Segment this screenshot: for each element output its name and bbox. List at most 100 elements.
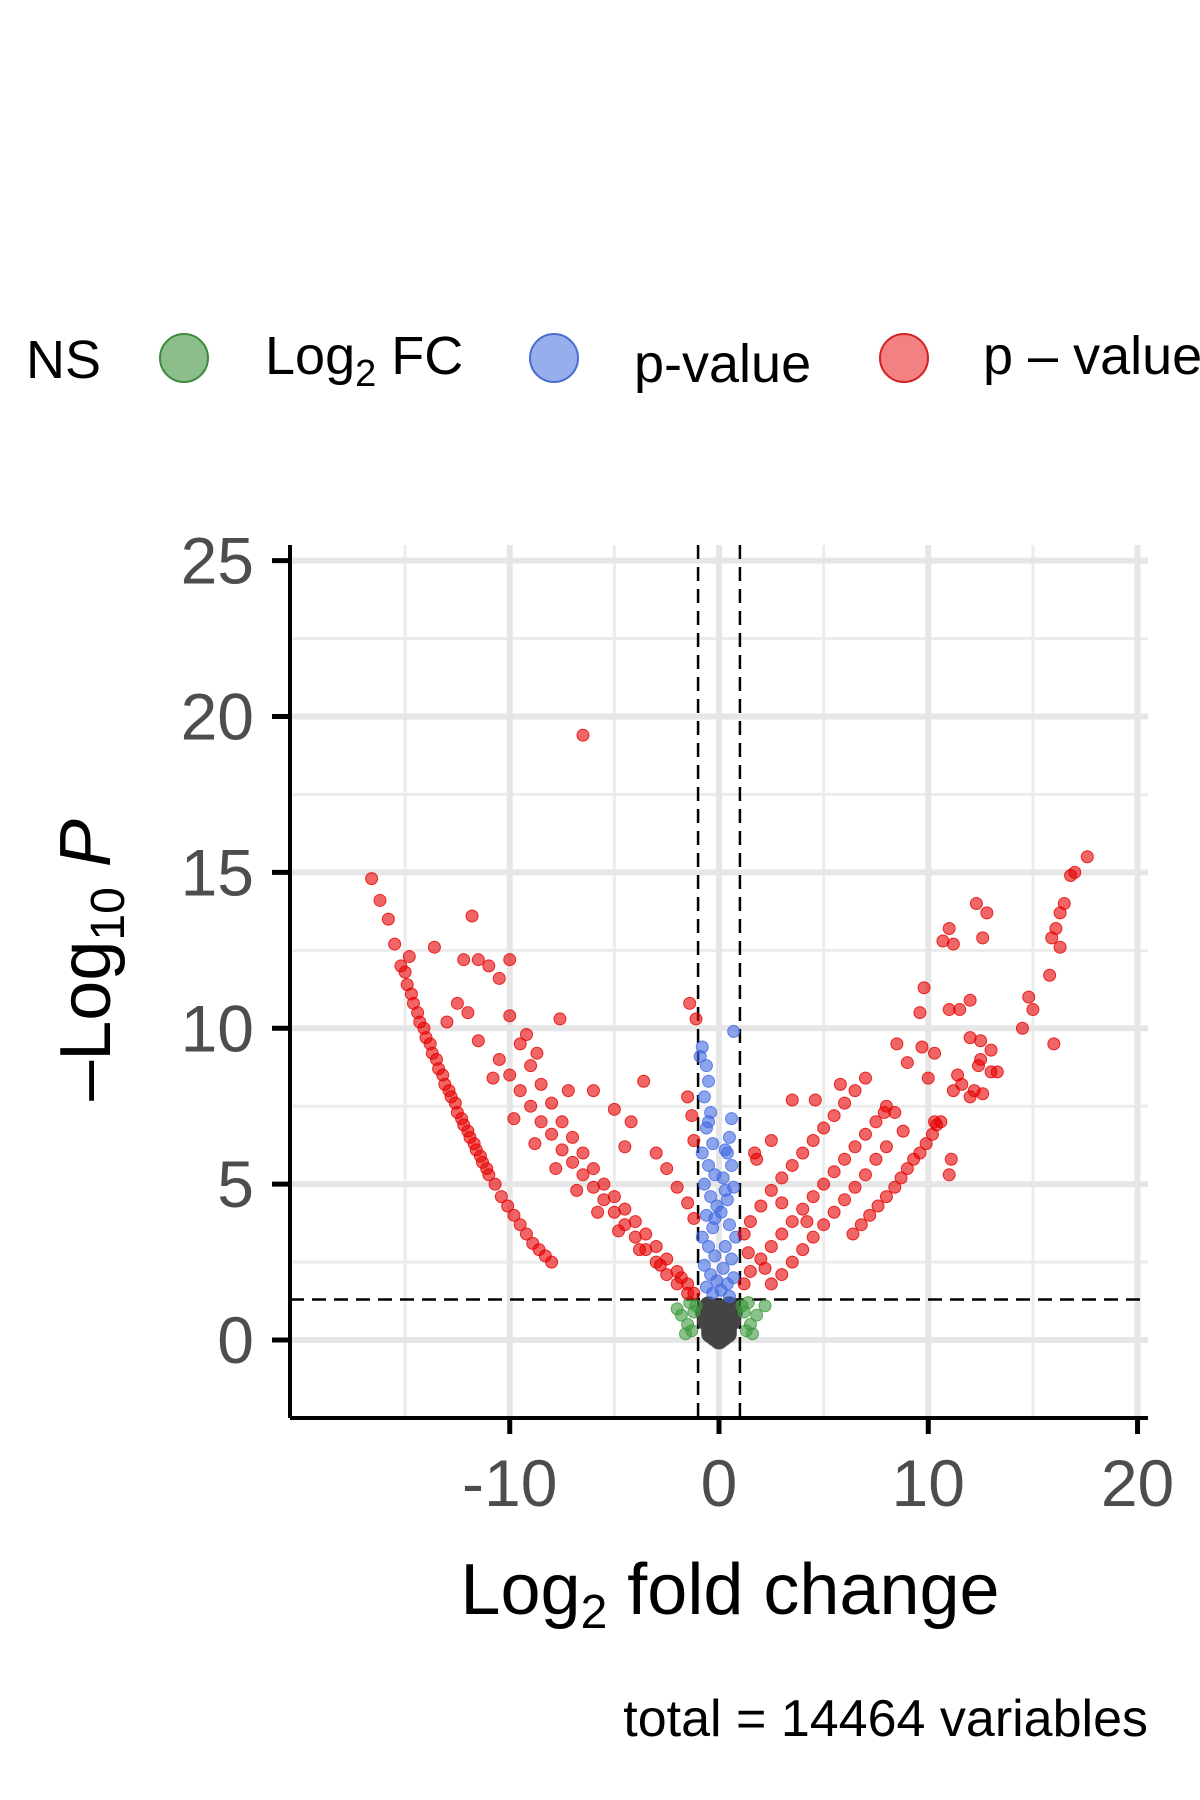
data-point [471, 1034, 485, 1048]
data-point [545, 1096, 559, 1110]
data-point [591, 1205, 605, 1219]
data-point [1053, 906, 1067, 920]
data-point [679, 1327, 693, 1341]
legend: NS Log2 FC p-value p – value [26, 326, 1200, 395]
data-point [674, 1271, 688, 1285]
data-point [365, 872, 379, 886]
data-point [534, 1115, 548, 1129]
data-point [660, 1268, 674, 1282]
data-point [702, 1240, 716, 1254]
data-point [976, 931, 990, 945]
data-point [796, 1146, 810, 1160]
data-point [758, 1299, 772, 1313]
data-point [695, 1146, 709, 1160]
data-point [702, 1158, 716, 1172]
data-point [890, 1037, 904, 1051]
data-point [555, 1115, 569, 1129]
data-point [555, 1143, 569, 1157]
data-point [561, 1084, 575, 1098]
data-point [683, 996, 697, 1010]
data-point [681, 1286, 695, 1300]
data-point [775, 1171, 789, 1185]
data-point [381, 912, 395, 926]
data-point [492, 971, 506, 985]
data-point [697, 1090, 711, 1104]
data-point [689, 1012, 703, 1026]
data-point [785, 1255, 799, 1269]
data-point [492, 1052, 506, 1066]
data-point [612, 1224, 626, 1238]
y-tick-label: 5 [217, 1147, 254, 1221]
data-point [827, 1205, 841, 1219]
data-point [879, 1140, 893, 1154]
data-point [745, 1327, 759, 1341]
data-point [848, 1084, 862, 1098]
data-point [457, 953, 471, 967]
data-point [486, 1071, 500, 1085]
data-point [687, 1211, 701, 1225]
data-point [628, 1230, 642, 1244]
data-point [494, 1190, 508, 1204]
data-point [586, 1162, 600, 1176]
data-point [607, 1205, 621, 1219]
data-point [576, 1168, 590, 1182]
data-point [670, 1180, 684, 1194]
data-point [725, 1112, 739, 1126]
data-point [545, 1127, 559, 1141]
data-point [800, 1215, 814, 1229]
data-point [702, 1074, 716, 1088]
data-point [718, 1240, 732, 1254]
data-point [722, 1289, 736, 1303]
data-point [450, 996, 464, 1010]
data-point [785, 1158, 799, 1172]
data-point [871, 1199, 885, 1213]
data-point [848, 1180, 862, 1194]
data-point [854, 1218, 868, 1232]
data-point [513, 1037, 527, 1051]
data-point [488, 1177, 502, 1191]
data-point [806, 1190, 820, 1204]
data-point [754, 1199, 768, 1213]
data-point [699, 1059, 713, 1073]
data-point [530, 1046, 544, 1060]
data-point [586, 1084, 600, 1098]
data-point [785, 1215, 799, 1229]
data-point [925, 1127, 939, 1141]
data-point [743, 1264, 757, 1278]
data-point [705, 1308, 725, 1328]
data-point [704, 1190, 718, 1204]
data-point [473, 1149, 487, 1163]
data-point [576, 1146, 590, 1160]
data-point [743, 1215, 757, 1229]
y-tick-label: 0 [217, 1303, 254, 1377]
data-point [1015, 1021, 1029, 1035]
data-point [524, 1059, 538, 1073]
data-point [942, 1168, 956, 1182]
data-point [863, 1208, 877, 1222]
data-point [748, 1146, 762, 1160]
data-point [549, 1162, 563, 1176]
data-point [758, 1261, 772, 1275]
data-point [869, 1115, 883, 1129]
data-point [398, 965, 412, 979]
data-point [693, 1049, 707, 1063]
data-point [687, 1134, 701, 1148]
data-point [806, 1230, 820, 1244]
data-point [894, 1171, 908, 1185]
data-point [725, 1252, 739, 1266]
x-tick-label: 0 [701, 1446, 738, 1520]
data-point [928, 1046, 942, 1060]
data-point [1022, 990, 1036, 1004]
data-point [597, 1193, 611, 1207]
data-point [545, 1255, 559, 1269]
x-tick-label: 10 [892, 1446, 965, 1520]
x-tick-label: -10 [462, 1446, 557, 1520]
data-point [1053, 940, 1067, 954]
y-tick-label: 20 [181, 679, 254, 753]
data-point [827, 1109, 841, 1123]
data-point [942, 1003, 956, 1017]
legend-label-p: p-value [634, 334, 811, 394]
data-point [708, 1211, 722, 1225]
data-point [695, 1230, 709, 1244]
data-point [858, 1168, 872, 1182]
